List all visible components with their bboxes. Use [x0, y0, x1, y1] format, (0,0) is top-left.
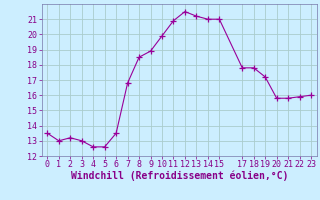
X-axis label: Windchill (Refroidissement éolien,°C): Windchill (Refroidissement éolien,°C) [70, 171, 288, 181]
